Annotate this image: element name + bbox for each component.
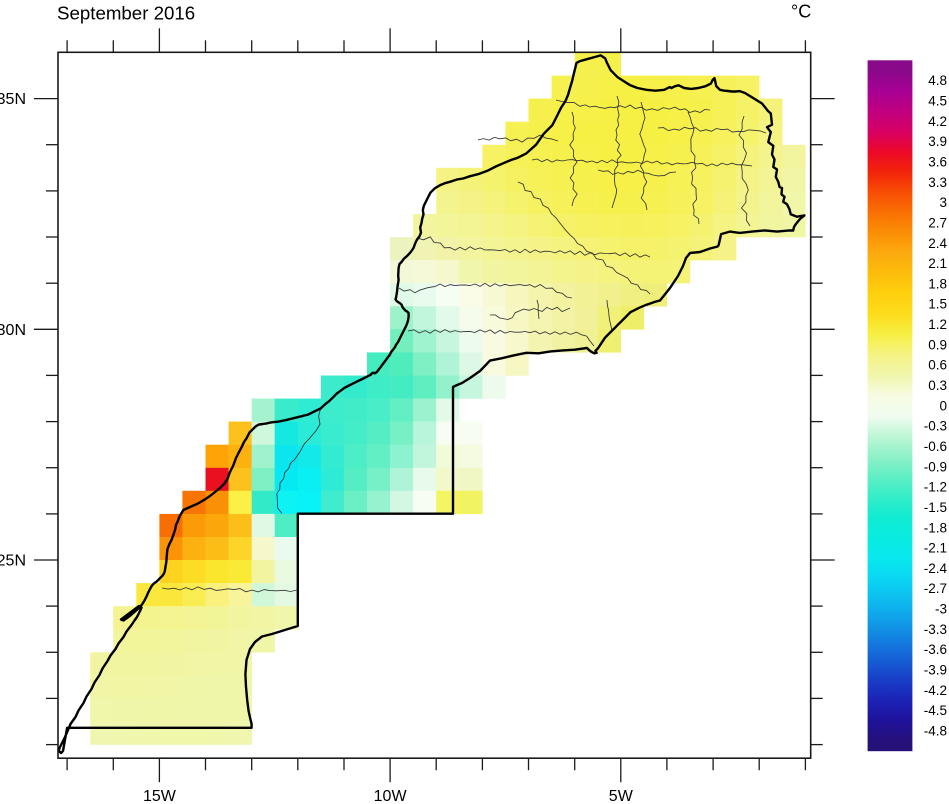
svg-text:5W: 5W bbox=[609, 788, 634, 804]
svg-text:-3.9: -3.9 bbox=[924, 663, 947, 678]
svg-text:0: 0 bbox=[939, 398, 947, 413]
svg-text:0.6: 0.6 bbox=[928, 358, 947, 373]
svg-text:1.8: 1.8 bbox=[928, 276, 947, 291]
svg-text:°C: °C bbox=[791, 2, 811, 22]
svg-text:2.4: 2.4 bbox=[928, 236, 947, 251]
svg-text:4.5: 4.5 bbox=[928, 94, 947, 109]
svg-text:4.8: 4.8 bbox=[928, 73, 947, 88]
svg-text:1.2: 1.2 bbox=[928, 317, 947, 332]
svg-text:10W: 10W bbox=[374, 788, 408, 804]
svg-text:-4.2: -4.2 bbox=[924, 683, 947, 698]
svg-text:0.9: 0.9 bbox=[928, 337, 947, 352]
svg-text:2.7: 2.7 bbox=[928, 216, 947, 231]
svg-text:4.2: 4.2 bbox=[928, 114, 947, 129]
svg-text:30N: 30N bbox=[0, 322, 26, 339]
svg-text:3: 3 bbox=[939, 195, 947, 210]
svg-text:35N: 35N bbox=[0, 91, 26, 108]
svg-text:3.3: 3.3 bbox=[928, 175, 947, 190]
svg-text:2.1: 2.1 bbox=[928, 256, 947, 271]
svg-text:-3.3: -3.3 bbox=[924, 622, 947, 637]
svg-text:September 2016: September 2016 bbox=[57, 3, 195, 24]
svg-text:-2.1: -2.1 bbox=[924, 541, 947, 556]
svg-text:0.3: 0.3 bbox=[928, 378, 947, 393]
svg-text:-1.8: -1.8 bbox=[924, 520, 947, 535]
svg-text:3.6: 3.6 bbox=[928, 155, 947, 170]
svg-text:25N: 25N bbox=[0, 553, 26, 570]
svg-text:-4.8: -4.8 bbox=[924, 724, 947, 739]
svg-text:-2.7: -2.7 bbox=[924, 581, 947, 596]
svg-text:-0.9: -0.9 bbox=[924, 459, 947, 474]
svg-text:1.5: 1.5 bbox=[928, 297, 947, 312]
svg-text:-1.5: -1.5 bbox=[924, 500, 947, 515]
svg-text:-1.2: -1.2 bbox=[924, 480, 947, 495]
svg-text:3.9: 3.9 bbox=[928, 134, 947, 149]
svg-text:-4.5: -4.5 bbox=[924, 703, 947, 718]
svg-text:-2.4: -2.4 bbox=[924, 561, 948, 576]
svg-text:-3: -3 bbox=[935, 602, 947, 617]
svg-text:-3.6: -3.6 bbox=[924, 642, 947, 657]
svg-text:-0.3: -0.3 bbox=[924, 419, 947, 434]
svg-text:15W: 15W bbox=[143, 788, 177, 804]
svg-text:-0.6: -0.6 bbox=[924, 439, 947, 454]
